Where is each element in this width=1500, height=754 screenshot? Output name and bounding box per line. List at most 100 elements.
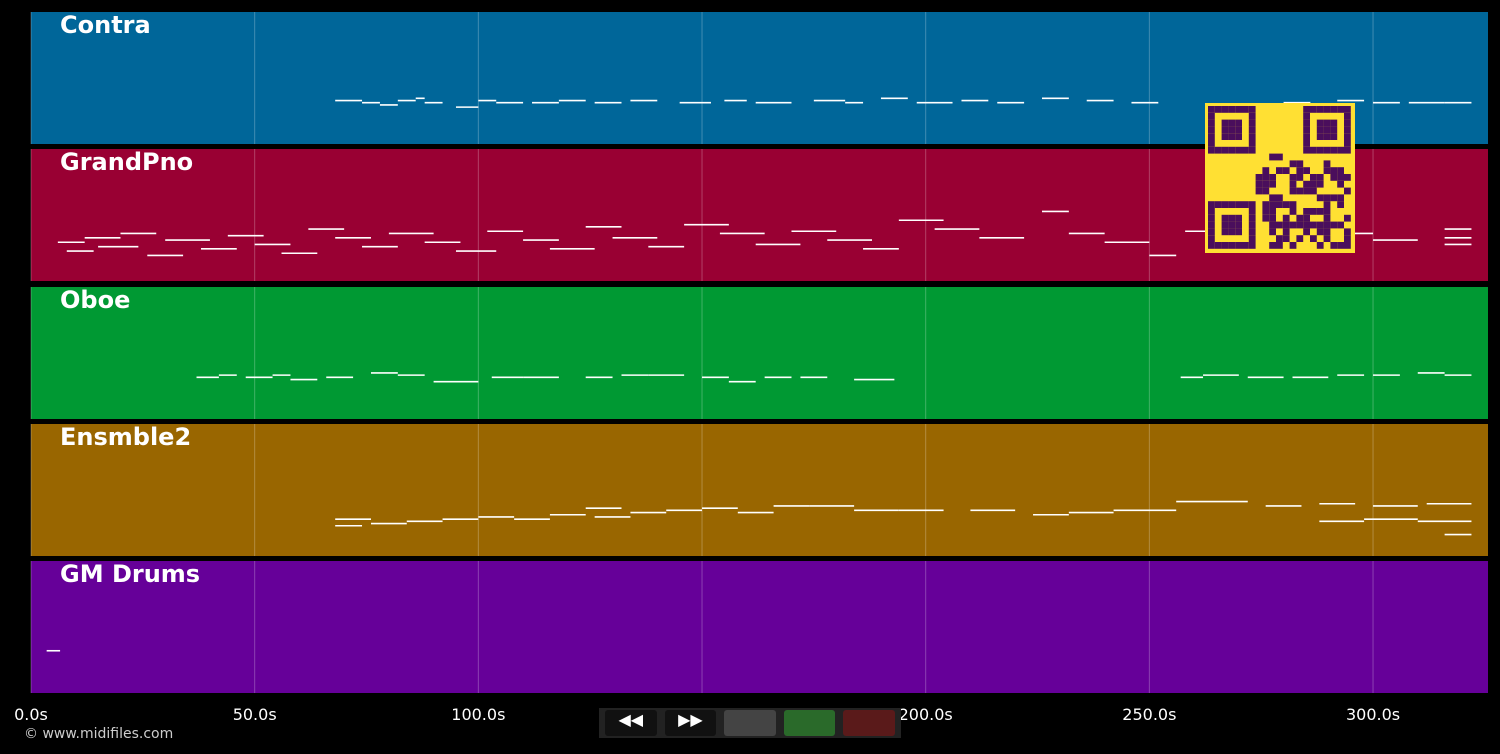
qr-module [1282,228,1290,236]
qr-module [1344,133,1351,140]
qr-module [1262,214,1270,222]
qr-module [1330,221,1338,229]
qr-module [1208,126,1215,134]
track-name: Oboe [60,286,130,314]
qr-module [1316,180,1324,188]
qr-module [1330,174,1338,181]
qr-module [1235,214,1242,222]
qr-module [1310,174,1317,181]
x-tick-label: 250.0s [1122,705,1176,724]
qr-module [1248,214,1256,222]
qr-module [1248,242,1256,249]
qr-module [1208,228,1215,236]
qr-module [1228,201,1236,208]
qr-module [1262,167,1270,174]
qr-module [1235,133,1242,140]
qr-module [1208,214,1215,222]
qr-module [1208,106,1215,113]
qr-module [1344,174,1351,181]
qr-module [1316,242,1324,249]
qr-module [1303,146,1310,154]
qr-module [1276,221,1283,229]
qr-module [1221,242,1229,249]
qr-module [1235,106,1242,113]
transport-controls: ◀◀ ▶▶ [599,708,901,738]
qr-module [1269,180,1276,188]
track-name: Contra [60,11,151,39]
qr-module [1323,167,1331,174]
x-tick-label: 0.0s [14,705,48,724]
qr-module [1282,167,1290,174]
qr-module [1289,160,1297,168]
qr-module [1310,235,1317,242]
qr-module [1296,235,1304,242]
qr-module [1316,106,1324,113]
qr-module [1208,140,1215,147]
qr-module [1221,228,1229,236]
qr-module [1248,126,1256,134]
qr-module [1296,167,1304,174]
qr-module [1296,174,1304,181]
qr-module [1269,208,1276,215]
play-button[interactable] [783,710,836,736]
qr-module [1276,194,1283,202]
qr-module [1228,221,1236,229]
stop-button[interactable] [724,710,776,736]
qr-module [1276,153,1283,161]
qr-module [1337,167,1344,174]
qr-module [1303,119,1310,127]
qr-module [1235,126,1242,134]
qr-module [1337,174,1344,181]
qr-module [1337,221,1344,229]
qr-module [1303,126,1310,134]
qr-module [1296,187,1304,195]
qr-module [1316,133,1324,140]
qr-module [1289,242,1297,249]
qr-module [1344,140,1351,147]
qr-module [1337,242,1344,249]
qr-module [1248,112,1256,120]
qr-module [1323,106,1331,113]
qr-module [1269,228,1276,236]
qr-module [1282,221,1290,229]
qr-module [1242,201,1249,208]
x-tick-label: 300.0s [1346,705,1400,724]
qr-module [1276,201,1283,208]
qr-module [1330,242,1338,249]
qr-module [1303,180,1310,188]
qr-module [1269,153,1276,161]
qr-module [1248,228,1256,236]
qr-module [1208,201,1215,208]
rewind-button[interactable]: ◀◀ [605,710,657,736]
qr-module [1337,106,1344,113]
qr-module [1337,146,1344,154]
qr-module [1208,133,1215,140]
qr-module [1248,119,1256,127]
qr-module [1289,180,1297,188]
forward-button[interactable]: ▶▶ [664,710,717,736]
qr-module [1282,235,1290,242]
x-tick-label: 200.0s [899,705,953,724]
qr-module [1214,201,1222,208]
qr-module [1310,221,1317,229]
qr-module [1303,167,1310,174]
qr-module [1344,242,1351,249]
qr-module [1289,187,1297,195]
qr-module [1269,214,1276,222]
qr-module [1208,208,1215,215]
qr-module [1221,106,1229,113]
qr-module [1310,180,1317,188]
qr-module [1228,119,1236,127]
qr-module [1323,119,1331,127]
qr-module [1255,174,1263,181]
qr-module [1242,106,1249,113]
qr-module [1208,112,1215,120]
qr-module [1303,133,1310,140]
qr-module [1276,242,1283,249]
qr-module [1344,187,1351,195]
qr-module [1235,201,1242,208]
qr-module [1323,126,1331,134]
qr-module [1316,174,1324,181]
record-button[interactable] [843,710,895,736]
qr-module [1310,208,1317,215]
